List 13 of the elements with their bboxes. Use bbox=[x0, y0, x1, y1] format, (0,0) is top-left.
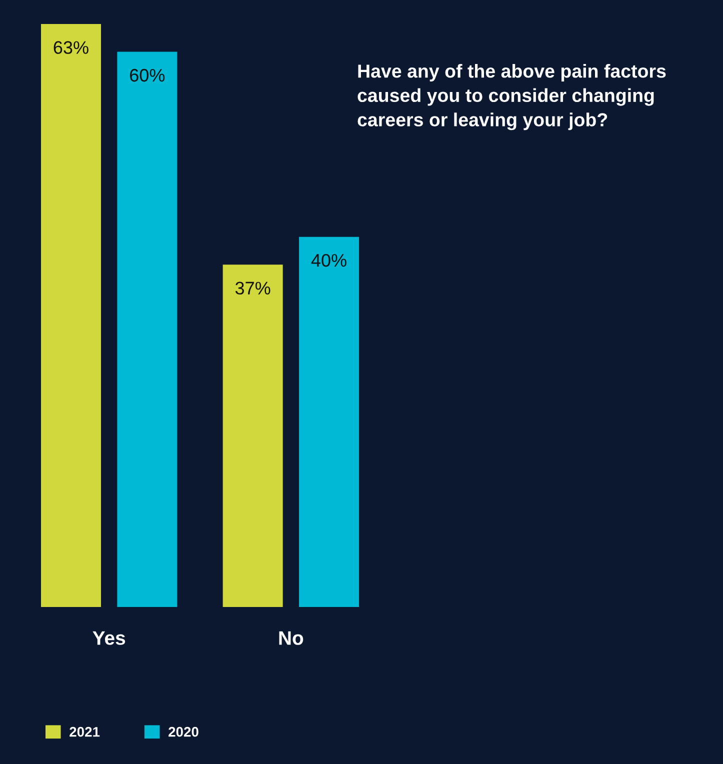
text: Have any of the above pain factors caused you to consider changing careers or leaving your job? bbox=[358, 64, 666, 130]
data-label: 40% bbox=[311, 254, 346, 267]
x-tick-label: Yes bbox=[92, 631, 126, 645]
legend-label: 2020 bbox=[168, 726, 198, 737]
bar bbox=[222, 264, 283, 607]
bar bbox=[117, 52, 178, 607]
legend-label: 2021 bbox=[70, 726, 100, 737]
data-label: 37% bbox=[235, 282, 270, 295]
data-label: 60% bbox=[130, 68, 165, 82]
data-label: 63% bbox=[54, 41, 88, 54]
bar bbox=[41, 24, 101, 607]
x-tick-label: No bbox=[279, 631, 304, 645]
bar bbox=[299, 236, 359, 607]
